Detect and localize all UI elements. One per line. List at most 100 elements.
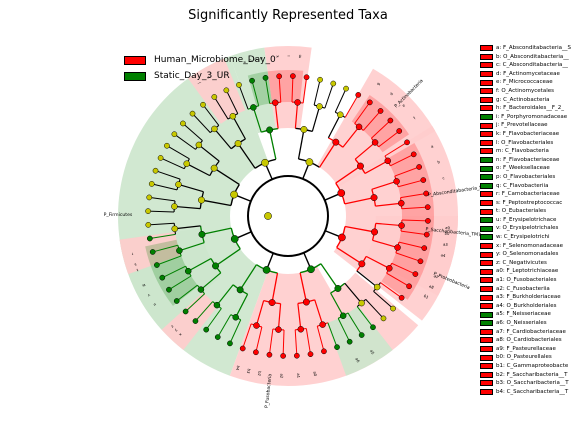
tree-node [197, 286, 205, 293]
taxa-key-item: a3: F_Burkholderiaceae [480, 293, 576, 302]
taxon-code: f [412, 115, 417, 120]
tree-node [355, 92, 362, 98]
taxon-code: a [430, 144, 434, 150]
branch-l2 [336, 246, 363, 265]
tree-node [145, 222, 152, 228]
branch-l3 [327, 114, 341, 139]
taxon-code: s [134, 262, 137, 267]
taxa-key-item: q: C_Flavobacteriia [480, 182, 576, 191]
tree-node [307, 265, 315, 274]
branch-l2 [239, 264, 258, 291]
tree-node [290, 73, 296, 79]
taxa-key-item: s: F_Peptostreptococcac [480, 199, 576, 208]
branch-l3 [232, 115, 246, 140]
branch-leaf [229, 319, 242, 344]
branch-l2 [297, 129, 305, 160]
tree-node [334, 285, 342, 292]
tree-node [355, 123, 363, 131]
branch-leaf [395, 252, 421, 262]
tree-node [223, 87, 230, 94]
taxa-key-label: g: C_Actinobacteria [496, 96, 550, 103]
taxon-code: e [401, 102, 407, 108]
root-ring [247, 175, 329, 257]
branch-leaf [356, 306, 374, 328]
tree-node [195, 141, 203, 149]
tree-node [253, 322, 260, 329]
tree-node [230, 235, 239, 243]
taxa-key-swatch [480, 285, 493, 292]
tree-node [200, 101, 206, 108]
taxa-key-swatch [480, 217, 493, 224]
branch-leaf [149, 196, 176, 202]
taxon-code: a6 [354, 357, 361, 364]
branch-l3 [344, 282, 363, 304]
branch-leaf [400, 193, 427, 199]
clade-shade-11 [161, 292, 218, 350]
branch-l2 [201, 199, 232, 207]
taxa-key-swatch [480, 277, 493, 284]
taxa-key-label: r: F_Carnobacteriaceae [496, 191, 560, 198]
taxa-key-label: a9: F_Pasteurellaceae [496, 345, 556, 352]
branch-leaf [182, 123, 203, 142]
taxa-key-swatch [480, 268, 493, 275]
taxa-key-label: a8: O_Cardiobacteriales [496, 337, 562, 344]
branch-leaf [151, 183, 178, 191]
taxa-key-item: g: C_Actinobacteria [480, 96, 576, 105]
phylum-label-firmicutes: P_Firmicutes [104, 212, 133, 218]
branch-leaf [344, 94, 359, 118]
branch-l3 [198, 144, 220, 162]
root-node [264, 212, 272, 220]
tree-node [211, 125, 218, 133]
taxon-code: l [286, 55, 291, 56]
tree-node [373, 283, 381, 291]
branch-leaf [149, 233, 176, 239]
taxa-key-label: e: F_Micrococcaceae [496, 79, 553, 86]
tree-node [212, 262, 219, 270]
branch-l3 [187, 258, 212, 272]
branch-leaf [386, 272, 410, 287]
tree-node [210, 164, 218, 172]
tree-node [406, 283, 412, 290]
tree-node [346, 338, 353, 345]
legend-entry-class-1: Static_Day_3_UR [124, 68, 276, 84]
branch-l3 [297, 303, 302, 330]
branch-l2 [344, 225, 375, 233]
tree-node [159, 274, 166, 281]
tree-node [358, 299, 365, 307]
clade-shade-8 [365, 216, 458, 296]
taxa-key-item: a2: C_Fusobacteriia [480, 285, 576, 294]
branch-l3 [330, 292, 344, 317]
tree-node [249, 77, 255, 84]
tree-node [297, 326, 305, 333]
taxa-key-label: c: C_Absconditabacteria__ [496, 62, 568, 69]
tree-node [198, 196, 205, 204]
tree-node [171, 203, 178, 210]
tree-node [423, 231, 430, 238]
taxa-key-item: u: F_Erysipelotrichace [480, 216, 576, 225]
tree-node [227, 340, 233, 347]
taxon-code: b2 [257, 371, 263, 377]
branch-leaf [162, 265, 186, 279]
taxa-key-label: y: O_Selenomonadales [496, 251, 559, 258]
tree-node [146, 235, 153, 242]
taxa-key-item: t: O_Eubacteriales [480, 207, 576, 216]
taxa-key-label: a6: O_Neisseriales [496, 320, 547, 326]
taxa-key-swatch [480, 294, 493, 301]
taxon-code: k [275, 54, 280, 57]
branch-leaf [337, 318, 351, 342]
taxa-key-swatch [480, 208, 493, 215]
taxa-key-swatch [480, 242, 493, 249]
taxa-key-label: d: F_Actinomycetaceae [496, 70, 560, 77]
taxa-key-item: w: C_Erysipelotrichi [480, 233, 576, 242]
tree-node [266, 126, 274, 134]
tree-node [192, 318, 199, 324]
taxon-code: a7 [433, 273, 440, 280]
taxa-key-item: p: O_Flavobacteriales [480, 173, 576, 182]
tree-node [276, 73, 282, 80]
taxa-key-label: o: F_Weeksellaceae [496, 165, 550, 172]
branch-leaf [401, 219, 428, 222]
taxa-key-label: l: O_Flavobacteriales [496, 139, 554, 146]
taxa-key-label: a2: C_Fusobacteriia [496, 285, 550, 292]
taxa-key-item: a9: F_Pasteurellaceae [480, 345, 576, 354]
tree-nodes [145, 73, 431, 359]
